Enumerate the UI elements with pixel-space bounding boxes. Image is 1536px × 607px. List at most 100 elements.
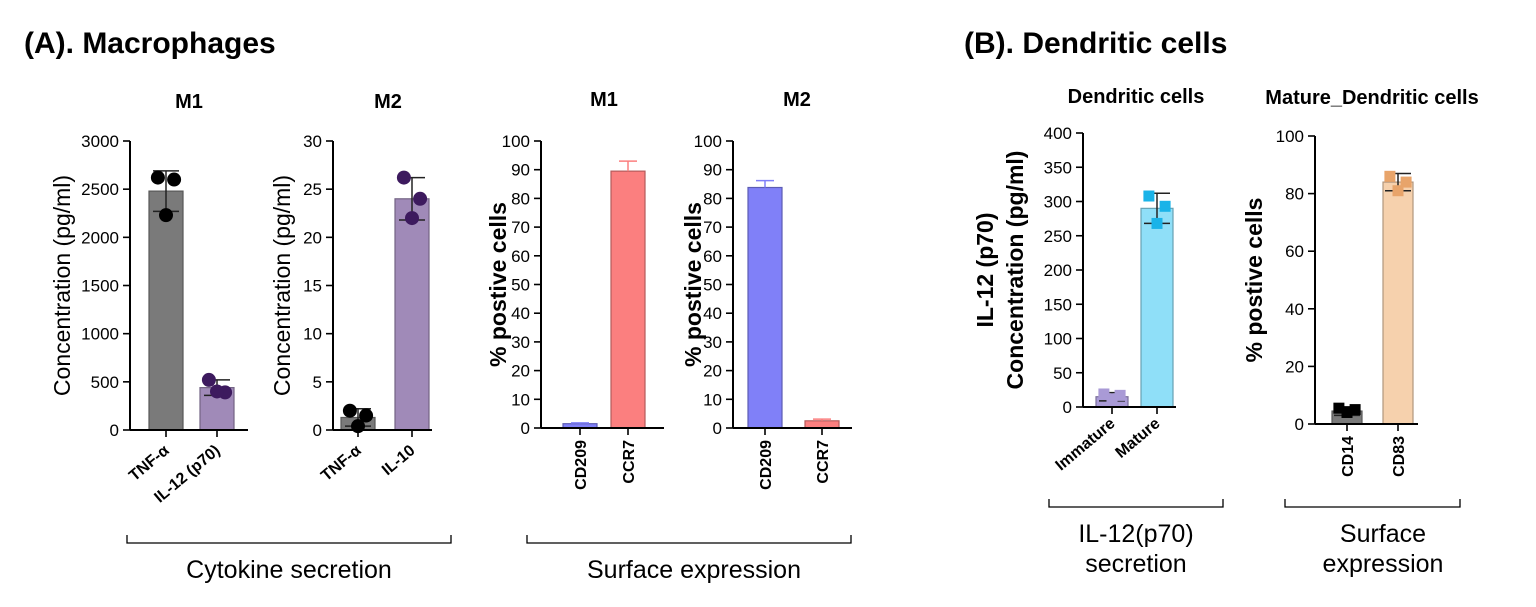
data-point <box>1349 404 1361 416</box>
y-tick-label: 30 <box>703 333 722 352</box>
y-tick-label: 2000 <box>81 228 119 247</box>
y-tick-label: 50 <box>1053 364 1072 383</box>
category-label: Immature <box>1052 415 1118 474</box>
y-tick-label: 40 <box>511 304 530 323</box>
y-tick-label: 70 <box>511 218 530 237</box>
y-tick-label: 100 <box>1276 127 1304 146</box>
y-tick-label: 0 <box>313 421 322 440</box>
y-tick-label: 50 <box>511 276 530 295</box>
bar <box>1140 207 1174 408</box>
group-bracket: IL-12(p70) secretion <box>1048 499 1224 578</box>
y-tick-label: 150 <box>1044 295 1072 314</box>
y-tick-label: 100 <box>694 132 722 151</box>
data-point <box>359 408 374 423</box>
group-label: Surface expression <box>1323 520 1444 578</box>
category-label: CD209 <box>758 440 775 490</box>
panel-a-title: (A). Macrophages <box>24 27 276 60</box>
y-tick-label: 2500 <box>81 180 119 199</box>
data-point <box>1098 388 1110 400</box>
y-tick-label: 20 <box>1285 357 1304 376</box>
data-point <box>405 211 419 226</box>
y-tick-label: 60 <box>1285 242 1304 261</box>
y-axis-label: IL-12 (p70) Concentration (pg/ml) <box>972 151 1028 390</box>
y-tick-label: 0 <box>1295 415 1304 434</box>
chart-title: Mature_Dendritic cells <box>1265 87 1478 109</box>
y-tick-label: 3000 <box>81 132 119 151</box>
data-point <box>1400 176 1412 188</box>
category-label: CD83 <box>1391 436 1408 477</box>
bar <box>610 170 646 429</box>
chart-5: Dendritic cells IL-12 (p70) Concentration … <box>972 86 1204 474</box>
data-point <box>413 191 428 206</box>
y-tick-label: 90 <box>703 161 722 180</box>
group-bracket: Surface expression <box>526 535 852 584</box>
panel-b-title: (B). Dendritic cells <box>964 27 1227 60</box>
bar <box>747 186 783 429</box>
group-label: Cytokine secretion <box>186 556 392 584</box>
chart-title: M1 <box>590 89 618 111</box>
group-bracket: Surface expression <box>1284 499 1461 578</box>
chart-4: M2 % postive cells 0 10 20 30 40 50 60 70 80 90 100 C… <box>680 89 852 490</box>
data-point <box>159 208 173 223</box>
group-label: IL-12(p70) secretion <box>1078 520 1193 578</box>
y-tick-label: 80 <box>511 189 530 208</box>
data-point <box>1151 217 1163 229</box>
category-label: CD14 <box>1340 436 1357 477</box>
error-bar <box>756 179 774 188</box>
y-tick-label: 30 <box>303 132 322 151</box>
data-point <box>1143 190 1155 202</box>
y-tick-label: 10 <box>511 390 530 409</box>
y-tick-label: 500 <box>91 373 119 392</box>
y-axis-label: % postive cells <box>680 202 706 367</box>
group-brackets: Cytokine secretion Surface expression IL-1… <box>126 499 1461 584</box>
data-point <box>342 403 357 418</box>
data-point <box>150 170 165 185</box>
category-label: IL-10 <box>379 442 419 479</box>
y-axis-label: Concentration (pg/ml) <box>49 175 75 396</box>
data-point <box>210 384 224 399</box>
y-tick-label: 300 <box>1044 193 1072 212</box>
y-tick-label: 0 <box>713 419 722 438</box>
chart-3: M1 % postive cells 0 10 20 30 40 50 60 70 80 90 100 C… <box>485 89 664 490</box>
data-point <box>1333 402 1345 414</box>
category-label: CD209 <box>573 440 590 490</box>
y-tick-label: 70 <box>703 218 722 237</box>
data-point <box>201 372 216 387</box>
data-point <box>1341 406 1353 418</box>
y-tick-label: 90 <box>511 161 530 180</box>
chart-6: Mature_Dendritic cells % postive cells 0 20… <box>1241 87 1479 477</box>
y-tick-label: 20 <box>511 362 530 381</box>
data-point <box>1384 170 1396 182</box>
error-bar <box>813 418 831 421</box>
y-tick-label: 50 <box>703 276 722 295</box>
y-tick-label: 0 <box>110 421 119 440</box>
data-point <box>1159 200 1171 212</box>
category-label: CCR7 <box>621 440 638 484</box>
y-axis-label: Concentration (pg/ml) <box>269 175 295 396</box>
chart-title: M1 <box>175 91 203 113</box>
y-tick-label: 10 <box>303 325 322 344</box>
y-tick-label: 350 <box>1044 158 1072 177</box>
data-point <box>167 172 182 187</box>
y-tick-label: 40 <box>1285 300 1304 319</box>
y-axis-label: % postive cells <box>1241 198 1267 363</box>
y-tick-label: 10 <box>703 390 722 409</box>
chart-title: Dendritic cells <box>1068 86 1205 108</box>
y-tick-label: 20 <box>703 362 722 381</box>
chart-title: M2 <box>374 91 402 113</box>
y-tick-label: 15 <box>303 277 322 296</box>
error-bar <box>571 422 589 424</box>
y-tick-label: 80 <box>1285 185 1304 204</box>
y-tick-label: 60 <box>511 247 530 266</box>
data-point <box>1392 185 1404 197</box>
chart-1: M1 Concentration (pg/ml) 0 500 1000 1500 2000 2… <box>49 91 248 506</box>
y-tick-label: 80 <box>703 189 722 208</box>
group-label: Surface expression <box>587 556 801 584</box>
category-label: CCR7 <box>815 440 832 484</box>
data-point <box>1114 389 1126 401</box>
bar <box>148 190 184 431</box>
y-tick-label: 1500 <box>81 277 119 296</box>
category-label: TNF-α <box>126 442 172 485</box>
